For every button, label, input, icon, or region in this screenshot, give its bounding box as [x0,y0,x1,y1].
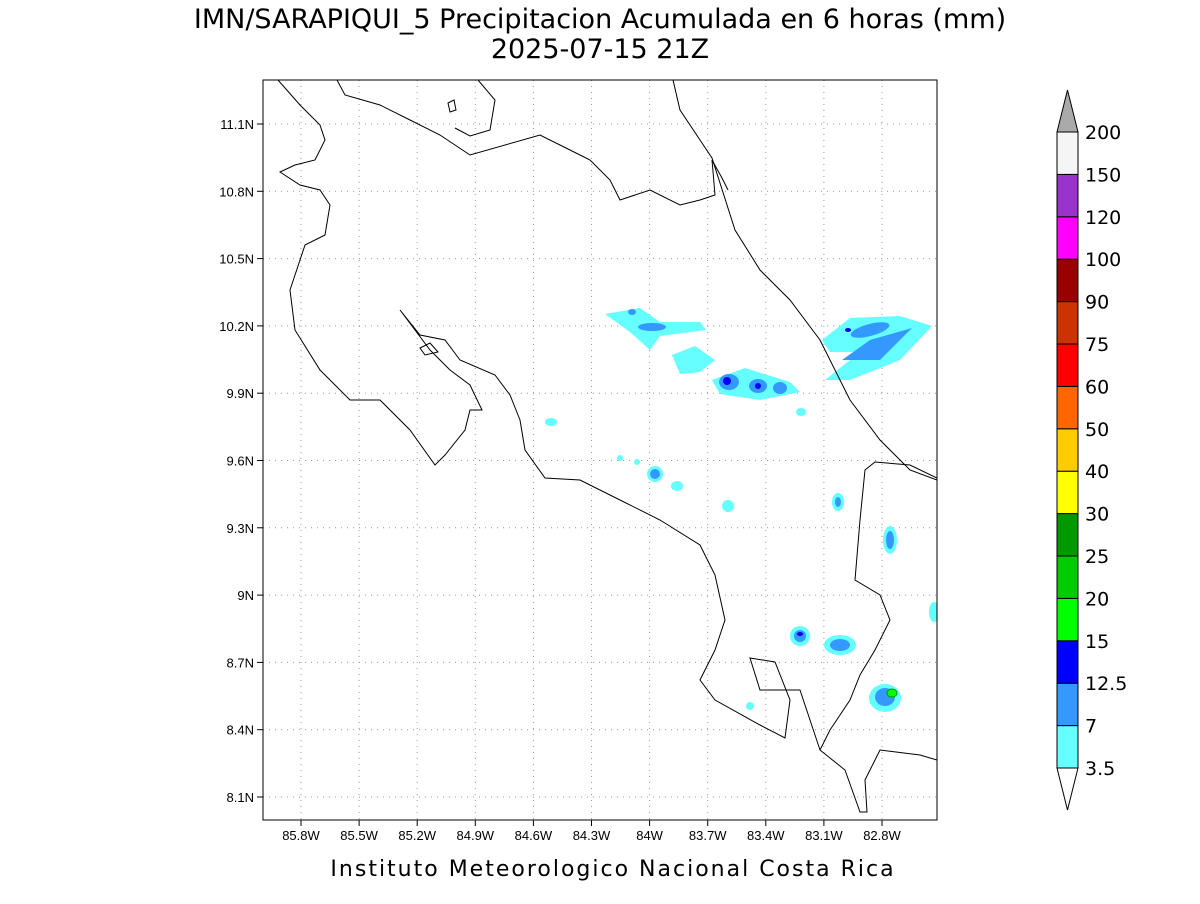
colorbar-segment [1056,173,1079,218]
y-tick-label: 11.1N [220,117,254,132]
x-tick-label: 84.6W [515,828,553,843]
colorbar-label: 15 [1085,631,1109,653]
x-tick-label: 83.1W [805,828,843,843]
colorbar-label: 30 [1085,504,1109,526]
colorbar-label: 120 [1085,207,1121,229]
colorbar-over [1056,89,1079,133]
colorbar-segment [1056,470,1079,515]
grid [263,80,937,820]
colorbar-label: 25 [1085,546,1109,568]
y-tick-label: 8.4N [227,723,254,738]
colorbar-label: 12.5 [1085,673,1127,695]
y-tick-label: 9.9N [227,386,254,401]
y-tick-label: 10.5N [219,252,254,267]
colorbar-segment [1056,513,1079,557]
x-tick-label: 85.5W [340,828,378,843]
x-tick-label: 83.4W [747,828,785,843]
colorbar-label: 3.5 [1085,758,1115,780]
colorbar-label: 50 [1085,419,1109,441]
y-tick-label: 8.1N [227,790,254,805]
colorbar-segment [1056,428,1079,472]
axis-ticks: 85.8W 85.5W 85.2W 84.9W 84.6W 84.3W 84W 83.7W 83… [219,117,901,843]
colorbar-label: 90 [1085,292,1109,314]
colorbar-segment [1056,343,1079,387]
colorbar-label: 200 [1085,122,1121,144]
colorbar-segment [1056,555,1079,599]
colorbar-under [1056,767,1079,811]
colorbar-segment [1056,385,1079,430]
x-tick-label: 82.8W [863,828,901,843]
colorbar-label: 100 [1085,249,1121,271]
colorbar-label: 20 [1085,588,1109,610]
y-tick-label: 9N [237,588,254,603]
colorbar-segment [1056,258,1079,303]
y-tick-label: 10.8N [219,184,254,199]
colorbar-label: 75 [1085,334,1109,356]
y-tick-label: 10.2N [219,319,254,334]
plot-area [262,79,938,821]
title: IMN/SARAPIQUI_5 Precipitacion Acumulada … [194,4,1006,35]
colorbar-label: 40 [1085,461,1109,483]
footer: Instituto Meteorologico Nacional Costa R… [330,857,895,882]
coastline [277,80,937,813]
colorbar-segment [1056,682,1079,727]
colorbar-segment [1056,725,1079,769]
colorbar: 3.5 7 12.5 15 20 25 30 40 50 60 75 90 100 120 150 200 [1056,89,1127,811]
colorbar-segment [1056,131,1079,175]
colorbar-label: 60 [1085,376,1109,398]
precipitation [545,308,937,712]
colorbar-segment [1056,301,1079,345]
colorbar-label: 7 [1085,716,1097,738]
colorbar-segment [1056,640,1079,684]
colorbar-label: 150 [1085,164,1121,186]
x-tick-label: 84.9W [457,828,495,843]
subtitle: 2025-07-15 21Z [491,34,709,65]
x-tick-label: 84.3W [573,828,611,843]
y-tick-label: 8.7N [227,655,254,670]
x-tick-label: 84W [636,828,663,843]
colorbar-segment [1056,216,1079,260]
colorbar-segment [1056,597,1079,642]
x-tick-label: 85.8W [282,828,320,843]
x-tick-label: 85.2W [398,828,436,843]
plot-frame [262,79,938,821]
x-tick-label: 83.7W [689,828,727,843]
y-tick-label: 9.3N [227,521,254,536]
y-tick-label: 9.6N [227,454,254,469]
